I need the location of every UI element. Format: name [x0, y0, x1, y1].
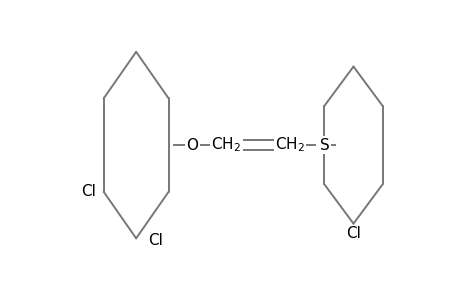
- Text: CH$_2$: CH$_2$: [274, 136, 305, 154]
- Text: Cl: Cl: [345, 226, 360, 241]
- Text: O: O: [186, 138, 198, 153]
- Text: S: S: [319, 138, 329, 153]
- Text: CH$_2$: CH$_2$: [211, 136, 241, 154]
- Text: Cl: Cl: [81, 184, 95, 199]
- Text: Cl: Cl: [148, 233, 162, 248]
